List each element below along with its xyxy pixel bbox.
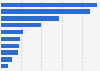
Bar bbox=[1, 3, 97, 7]
Bar bbox=[1, 30, 23, 34]
Bar bbox=[1, 50, 18, 55]
Bar bbox=[1, 9, 90, 14]
Bar bbox=[1, 64, 8, 68]
Bar bbox=[1, 23, 42, 27]
Bar bbox=[1, 57, 12, 62]
Bar bbox=[1, 16, 59, 21]
Bar bbox=[1, 44, 19, 48]
Bar bbox=[1, 37, 20, 41]
